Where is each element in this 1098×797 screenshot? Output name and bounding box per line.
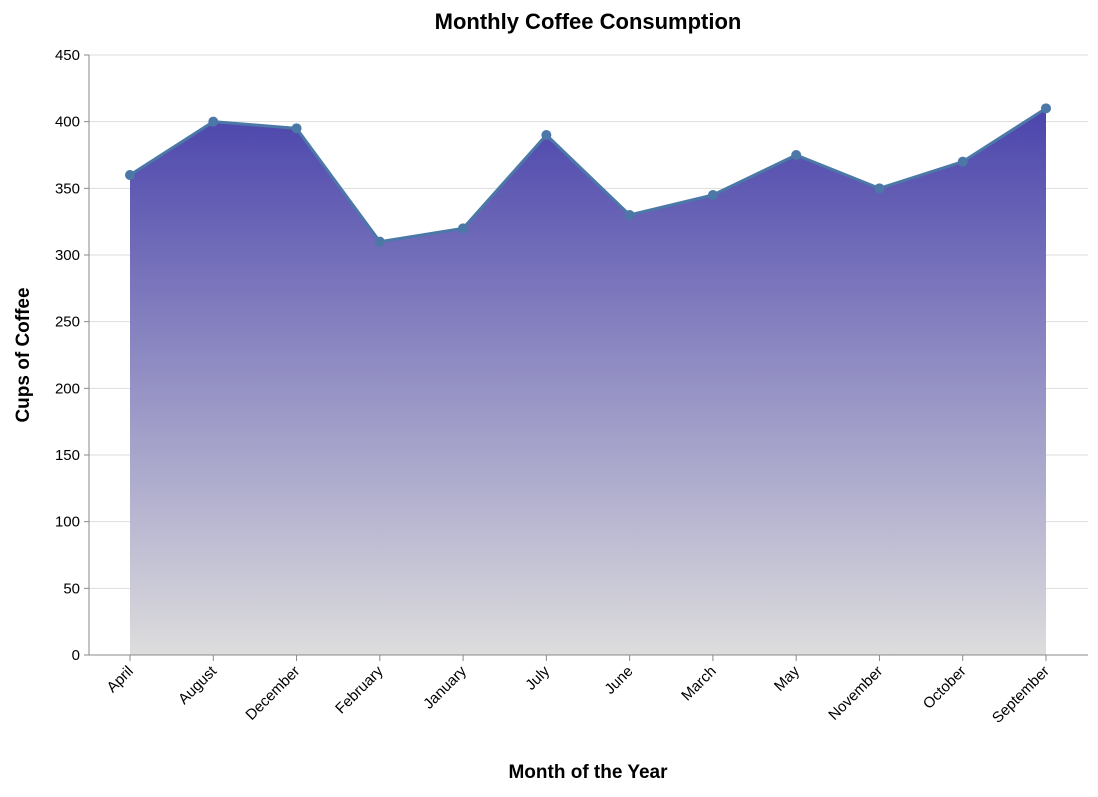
x-tick-label: September xyxy=(989,663,1053,727)
x-tick-label: June xyxy=(601,663,636,698)
x-axis-title: Month of the Year xyxy=(508,762,668,783)
y-tick-label: 200 xyxy=(55,380,80,397)
area-fill xyxy=(130,108,1046,656)
y-tick-label: 100 xyxy=(55,514,80,531)
y-tick-label: 300 xyxy=(55,247,80,264)
data-point xyxy=(957,156,968,167)
data-points xyxy=(125,103,1051,247)
y-tick-label: 250 xyxy=(55,314,80,331)
x-tick-label: May xyxy=(771,662,803,694)
data-point xyxy=(291,123,302,134)
x-tick-label: March xyxy=(678,663,719,704)
series-line xyxy=(129,107,1047,244)
y-tick-label: 350 xyxy=(55,180,80,197)
data-point xyxy=(791,150,802,160)
y-tick-label: 450 xyxy=(55,47,80,64)
axes xyxy=(84,54,1088,661)
y-axis-title: Cups of Coffee xyxy=(13,287,34,422)
chart-title: Monthly Coffee Consumption xyxy=(435,9,742,34)
y-tick-label: 50 xyxy=(63,580,80,597)
area-layer xyxy=(129,107,1047,656)
data-point xyxy=(125,170,135,180)
data-point xyxy=(874,183,885,194)
data-point xyxy=(1041,103,1051,114)
data-point xyxy=(374,236,385,247)
x-tick-label: April xyxy=(104,663,137,696)
x-tick-label: October xyxy=(920,663,970,713)
data-point xyxy=(208,116,219,127)
data-point xyxy=(541,130,552,140)
x-tick-label: January xyxy=(420,662,470,712)
x-tick-label: August xyxy=(175,662,221,708)
data-point xyxy=(707,190,718,200)
x-tick-label: November xyxy=(825,663,886,724)
x-tick-label: February xyxy=(332,662,387,717)
x-tick-label: December xyxy=(242,663,303,724)
y-tick-label: 0 xyxy=(72,647,80,664)
x-tick-label: July xyxy=(522,662,553,693)
y-tick-label: 150 xyxy=(55,447,80,464)
data-point xyxy=(458,223,469,234)
data-point xyxy=(624,210,635,220)
y-tick-label: 400 xyxy=(55,114,80,131)
